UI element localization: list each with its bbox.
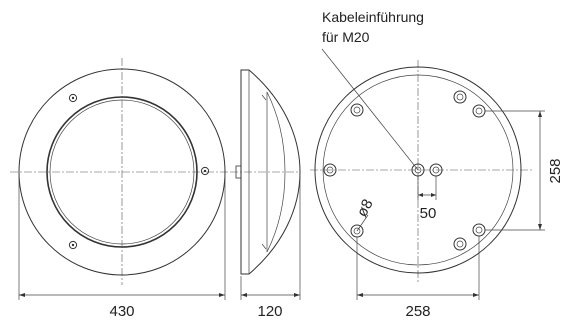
dimension-back-width: 258 bbox=[405, 303, 430, 320]
back-outer-ring bbox=[314, 66, 522, 274]
back-view bbox=[310, 48, 545, 300]
callout-leader bbox=[321, 48, 419, 171]
side-dome-profile bbox=[240, 69, 301, 275]
dimension-side-depth: 120 bbox=[257, 303, 282, 320]
front-view bbox=[10, 58, 230, 300]
dimension-hole-diameter: ø8 bbox=[354, 196, 377, 219]
dimension-front-width: 430 bbox=[109, 303, 134, 320]
back-mounting-holes bbox=[323, 90, 486, 251]
dimension-cable-offset: 50 bbox=[420, 205, 437, 222]
callout-cable-entry-line1: Kabeleinführung bbox=[322, 9, 424, 25]
callout-cable-entry-line2: für M20 bbox=[322, 29, 370, 45]
back-inner-ring bbox=[322, 74, 514, 266]
dimension-back-height: 258 bbox=[547, 158, 564, 183]
front-inner-ring-edge bbox=[49, 99, 195, 245]
front-inner-ring bbox=[46, 96, 198, 248]
front-outer-ring bbox=[18, 68, 226, 276]
front-screw-holes bbox=[68, 93, 210, 250]
side-view bbox=[230, 69, 301, 300]
